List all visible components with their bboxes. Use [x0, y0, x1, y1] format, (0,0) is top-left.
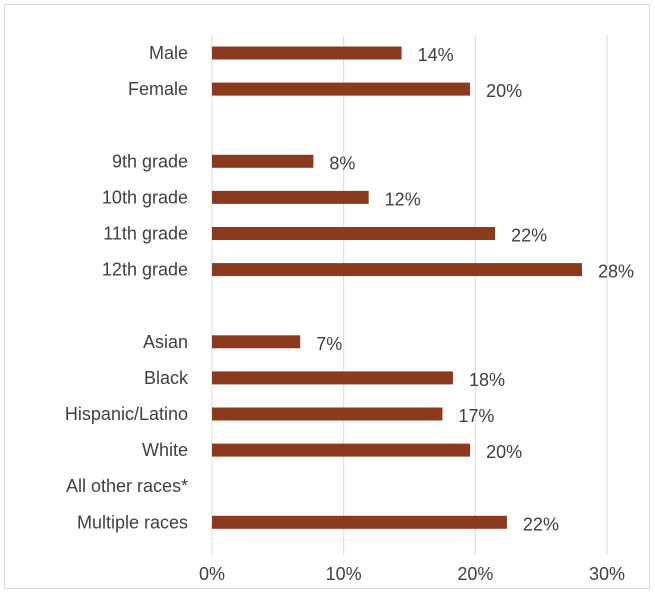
bar: [212, 516, 507, 529]
x-tick-label: 10%: [326, 564, 362, 584]
bar: [212, 83, 470, 96]
category-label: 12th grade: [102, 260, 188, 280]
category-label: 9th grade: [112, 151, 188, 171]
category-label: 10th grade: [102, 187, 188, 207]
data-label: 7%: [316, 334, 342, 354]
x-tick-label: 0%: [199, 564, 225, 584]
category-label: Multiple races: [77, 512, 188, 532]
bar: [212, 155, 313, 168]
category-label: All other races*: [66, 476, 188, 496]
bar: [212, 371, 453, 384]
data-label: 14%: [418, 45, 454, 65]
bar: [212, 335, 300, 348]
data-label: 17%: [458, 406, 494, 426]
category-label: White: [142, 440, 188, 460]
data-label: 8%: [329, 153, 355, 173]
data-label: 18%: [469, 370, 505, 390]
data-label: 20%: [486, 81, 522, 101]
bar: [212, 444, 470, 457]
bar: [212, 227, 495, 240]
data-label: 12%: [385, 189, 421, 209]
data-label: 22%: [511, 226, 547, 246]
data-label: 20%: [486, 442, 522, 462]
bar: [212, 47, 402, 60]
category-label: Asian: [143, 332, 188, 352]
category-label: 11th grade: [103, 224, 188, 244]
category-label: Female: [128, 79, 188, 99]
category-label: Male: [149, 43, 188, 63]
bar: [212, 408, 442, 421]
category-label: Hispanic/Latino: [65, 404, 188, 424]
data-label: 22%: [523, 514, 559, 534]
x-tick-label: 20%: [457, 564, 493, 584]
bar: [212, 263, 582, 276]
data-label: 28%: [598, 262, 634, 282]
bar: [212, 191, 369, 204]
x-tick-label: 30%: [589, 564, 625, 584]
category-label: Black: [144, 368, 189, 388]
